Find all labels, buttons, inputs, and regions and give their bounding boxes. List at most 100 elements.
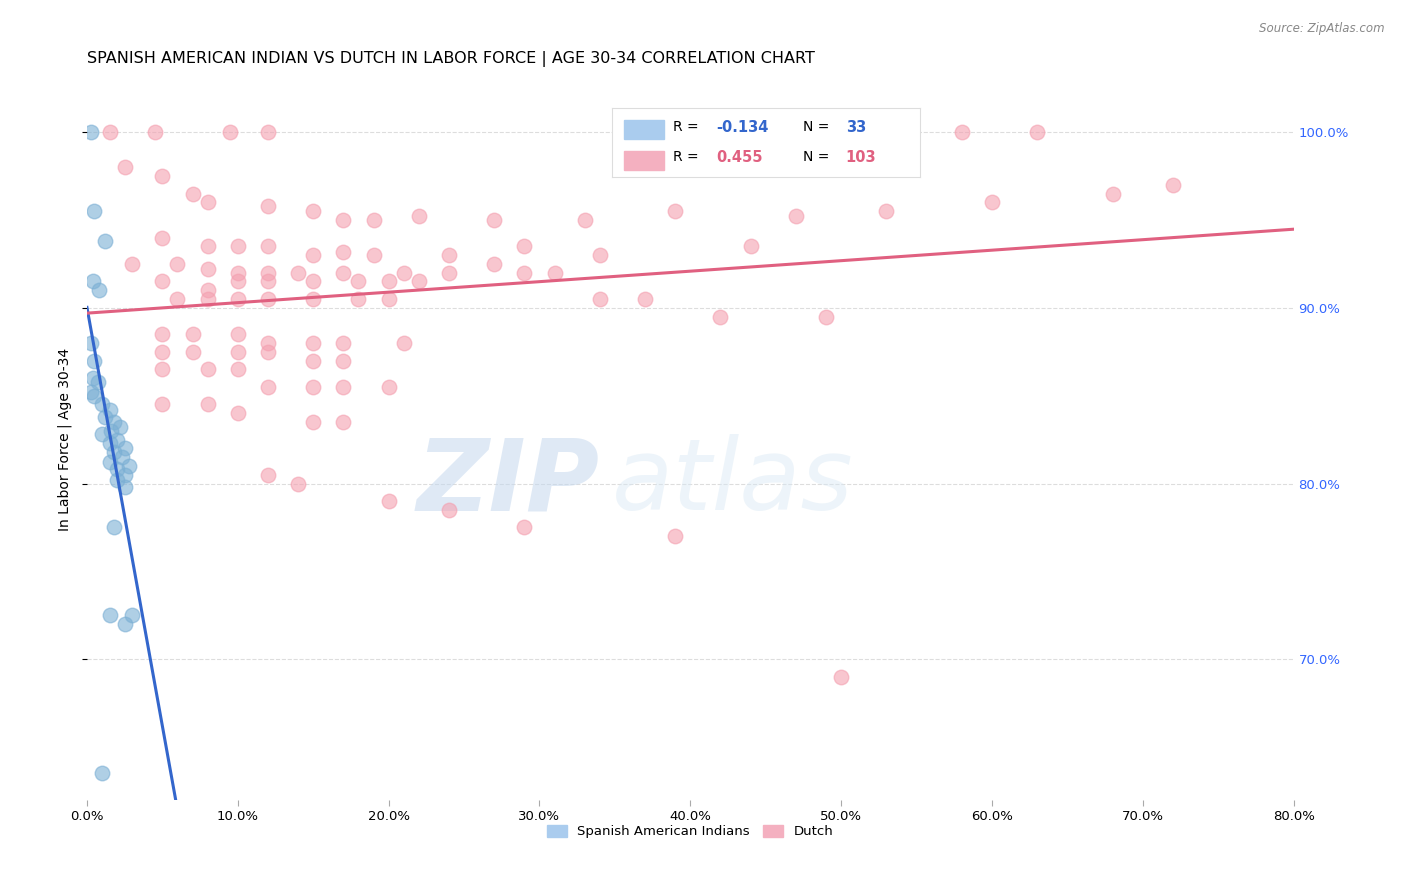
Point: [302, 204, 325, 219]
Point: [257, 266, 280, 280]
Point: [363, 248, 385, 262]
Point: [226, 327, 249, 342]
Point: [108, 420, 131, 434]
Y-axis label: In Labor Force | Age 30-34: In Labor Force | Age 30-34: [58, 348, 72, 531]
Point: [437, 266, 460, 280]
Point: [150, 397, 173, 411]
Point: [226, 239, 249, 253]
Point: [98, 125, 121, 139]
Point: [740, 239, 762, 253]
Point: [114, 442, 136, 456]
Point: [150, 275, 173, 289]
Point: [664, 204, 686, 219]
Point: [98, 608, 121, 623]
Text: Source: ZipAtlas.com: Source: ZipAtlas.com: [1260, 22, 1385, 36]
Point: [302, 248, 325, 262]
Point: [785, 210, 807, 224]
Point: [150, 169, 173, 183]
Point: [150, 327, 173, 342]
Point: [302, 353, 325, 368]
Point: [302, 292, 325, 306]
Point: [257, 380, 280, 394]
Point: [574, 213, 596, 227]
Point: [875, 204, 897, 219]
Point: [257, 335, 280, 350]
Point: [197, 362, 219, 376]
Point: [437, 503, 460, 517]
Point: [219, 125, 242, 139]
Point: [513, 266, 536, 280]
Point: [377, 380, 399, 394]
Point: [80, 385, 103, 400]
Point: [150, 362, 173, 376]
Point: [150, 230, 173, 244]
Point: [377, 292, 399, 306]
Point: [118, 458, 141, 473]
Point: [257, 125, 280, 139]
Text: atlas: atlas: [612, 434, 853, 532]
Point: [226, 275, 249, 289]
Point: [257, 467, 280, 482]
Point: [197, 239, 219, 253]
Point: [121, 608, 143, 623]
Point: [197, 397, 219, 411]
Point: [82, 275, 104, 289]
Point: [980, 195, 1002, 210]
Point: [80, 125, 103, 139]
Point: [543, 266, 565, 280]
Point: [226, 362, 249, 376]
Point: [634, 292, 657, 306]
Point: [91, 766, 114, 780]
Text: ZIP: ZIP: [416, 434, 600, 532]
Point: [105, 433, 128, 447]
Point: [80, 335, 103, 350]
Point: [114, 467, 136, 482]
Point: [1101, 186, 1123, 201]
Point: [589, 248, 612, 262]
Point: [143, 125, 166, 139]
Point: [482, 257, 505, 271]
Point: [589, 292, 612, 306]
Point: [332, 415, 354, 429]
Point: [103, 415, 125, 429]
Point: [86, 375, 108, 389]
Point: [94, 234, 117, 248]
Point: [287, 476, 309, 491]
Point: [377, 275, 399, 289]
Point: [98, 455, 121, 469]
Point: [332, 213, 354, 227]
Point: [664, 529, 686, 543]
Point: [257, 344, 280, 359]
Point: [114, 617, 136, 632]
Point: [87, 283, 110, 297]
Point: [91, 427, 114, 442]
Point: [875, 125, 897, 139]
Point: [257, 275, 280, 289]
Point: [181, 344, 204, 359]
Point: [100, 424, 122, 438]
Point: [94, 409, 117, 424]
Point: [103, 445, 125, 459]
Point: [197, 262, 219, 277]
Point: [257, 292, 280, 306]
Point: [103, 520, 125, 534]
Point: [82, 371, 104, 385]
Point: [181, 327, 204, 342]
Point: [150, 344, 173, 359]
Text: SPANISH AMERICAN INDIAN VS DUTCH IN LABOR FORCE | AGE 30-34 CORRELATION CHART: SPANISH AMERICAN INDIAN VS DUTCH IN LABO…: [87, 51, 815, 67]
Point: [166, 292, 188, 306]
Point: [332, 335, 354, 350]
Point: [226, 292, 249, 306]
Point: [814, 310, 837, 324]
Point: [105, 473, 128, 487]
Point: [1161, 178, 1184, 192]
Point: [392, 266, 415, 280]
Point: [98, 402, 121, 417]
Point: [83, 353, 105, 368]
Point: [226, 266, 249, 280]
Point: [1026, 125, 1049, 139]
Point: [408, 275, 430, 289]
Point: [332, 353, 354, 368]
Point: [181, 186, 204, 201]
Point: [332, 244, 354, 259]
